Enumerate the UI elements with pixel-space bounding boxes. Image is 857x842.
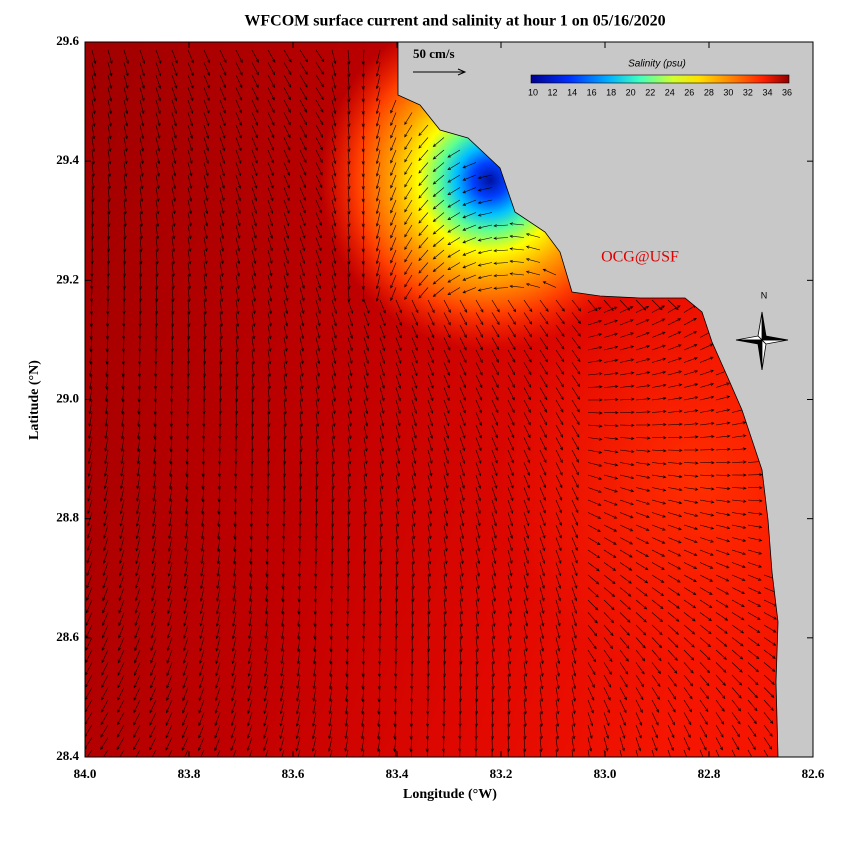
- x-tick-label: 82.6: [802, 766, 825, 781]
- y-tick-label: 28.8: [56, 510, 79, 525]
- colorbar-tick-label: 22: [645, 87, 655, 97]
- compass-rose: [735, 311, 789, 371]
- colorbar-tick-label: 32: [743, 87, 753, 97]
- current-vector-field: [85, 49, 778, 757]
- colorbar-tick-label: 10: [528, 87, 538, 97]
- x-tick-label: 83.8: [178, 766, 201, 781]
- colorbar-tick-label: 36: [782, 87, 792, 97]
- colorbar-tick-label: 26: [684, 87, 694, 97]
- colorbar: [530, 74, 790, 84]
- x-axis-label: Longitude (°W): [403, 787, 497, 802]
- colorbar-tick-label: 20: [626, 87, 636, 97]
- colorbar-title: Salinity (psu): [628, 59, 686, 70]
- y-tick-label: 29.2: [56, 271, 79, 286]
- colorbar-tick-label: 16: [587, 87, 597, 97]
- compass-label: N: [761, 290, 768, 300]
- current-vectors: [85, 49, 778, 757]
- y-tick-label: 29.0: [56, 390, 79, 405]
- x-tick-label: 83.2: [490, 766, 513, 781]
- y-tick-label: 28.4: [56, 748, 79, 763]
- colorbar-tick-label: 14: [567, 87, 577, 97]
- colorbar-tick-label: 18: [606, 87, 616, 97]
- axis-ticks: 84.0 83.8 83.6 83.4 83.2 83.0 82.8 82.6 29.6 29.4…: [56, 33, 825, 781]
- colorbar-tick-label: 12: [548, 87, 558, 97]
- colorbar-tick-label: 34: [762, 87, 772, 97]
- y-axis-label: Latitude (°N): [27, 360, 42, 440]
- y-tick-label: 29.4: [56, 152, 79, 167]
- land: [397, 42, 813, 757]
- colorbar-tick-label: 30: [723, 87, 733, 97]
- credit: OCG@USF: [601, 249, 679, 266]
- x-tick-label: 83.6: [282, 766, 305, 781]
- map-title: WFCOM surface current and salinity at ho…: [244, 13, 665, 30]
- colorbar-labels: 10 12 14 16 18 20 22 24 26 28 30 32 34 36: [528, 87, 792, 97]
- x-tick-label: 82.8: [698, 766, 721, 781]
- x-tick-label: 84.0: [74, 766, 97, 781]
- scale-arrow: [413, 68, 467, 76]
- y-tick-label: 29.6: [56, 33, 79, 48]
- map-area: [85, 42, 813, 757]
- scale-label: 50 cm/s: [413, 46, 455, 61]
- colorbar-tick-label: 24: [665, 87, 675, 97]
- y-tick-label: 28.6: [56, 629, 79, 644]
- x-tick-label: 83.0: [594, 766, 617, 781]
- x-tick-label: 83.4: [386, 766, 409, 781]
- colorbar-tick-label: 28: [704, 87, 714, 97]
